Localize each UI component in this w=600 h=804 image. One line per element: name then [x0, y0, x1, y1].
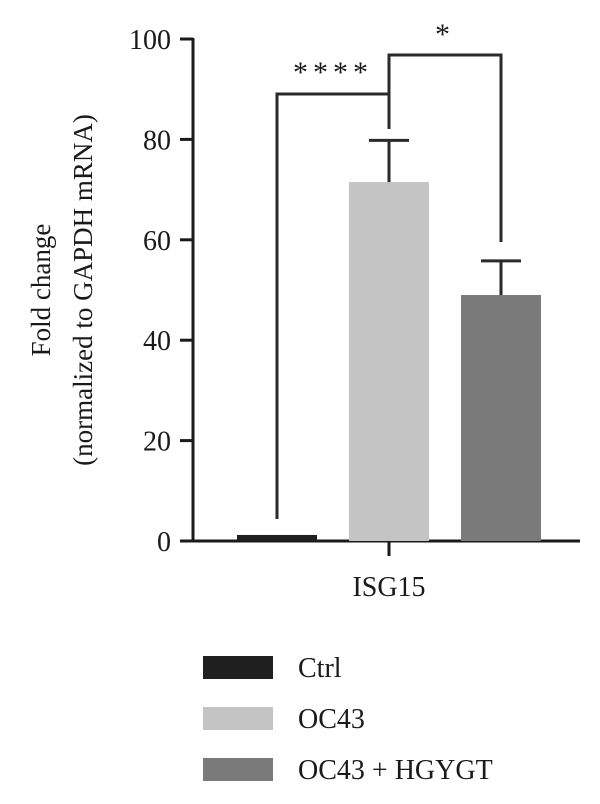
legend-label: OC43 — [298, 704, 365, 735]
legend: Ctrl OC43 OC43 + HGYGT — [203, 653, 493, 786]
x-tick-label: ISG15 — [352, 572, 425, 603]
legend-label: Ctrl — [298, 653, 342, 684]
significance-label: **** — [293, 56, 373, 89]
bar-ctrl — [237, 534, 317, 541]
y-tick-label: 40 — [143, 326, 171, 357]
significance-bracket — [275, 92, 391, 519]
y-tick-label: 60 — [143, 226, 171, 257]
bar-oc43 — [349, 182, 429, 541]
legend-swatch — [203, 707, 273, 730]
bar-oc43-hgygt — [461, 295, 541, 541]
legend-label: OC43 + HGYGT — [298, 755, 493, 786]
significance-label: * — [435, 18, 455, 51]
y-axis-title: Fold change (normalized to GAPDH mRNA) — [26, 114, 98, 466]
y-tick-label: 100 — [129, 25, 171, 56]
legend-swatch — [203, 656, 273, 679]
legend-swatch — [203, 758, 273, 781]
y-tick-label: 80 — [143, 125, 171, 156]
significance-bracket — [387, 53, 503, 242]
y-tick-label: 0 — [157, 527, 171, 558]
y-axis-title-line-2: (normalized to GAPDH mRNA) — [68, 114, 98, 466]
y-tick-label: 20 — [143, 427, 171, 458]
y-axis-title-line-1: Fold change — [26, 224, 56, 357]
